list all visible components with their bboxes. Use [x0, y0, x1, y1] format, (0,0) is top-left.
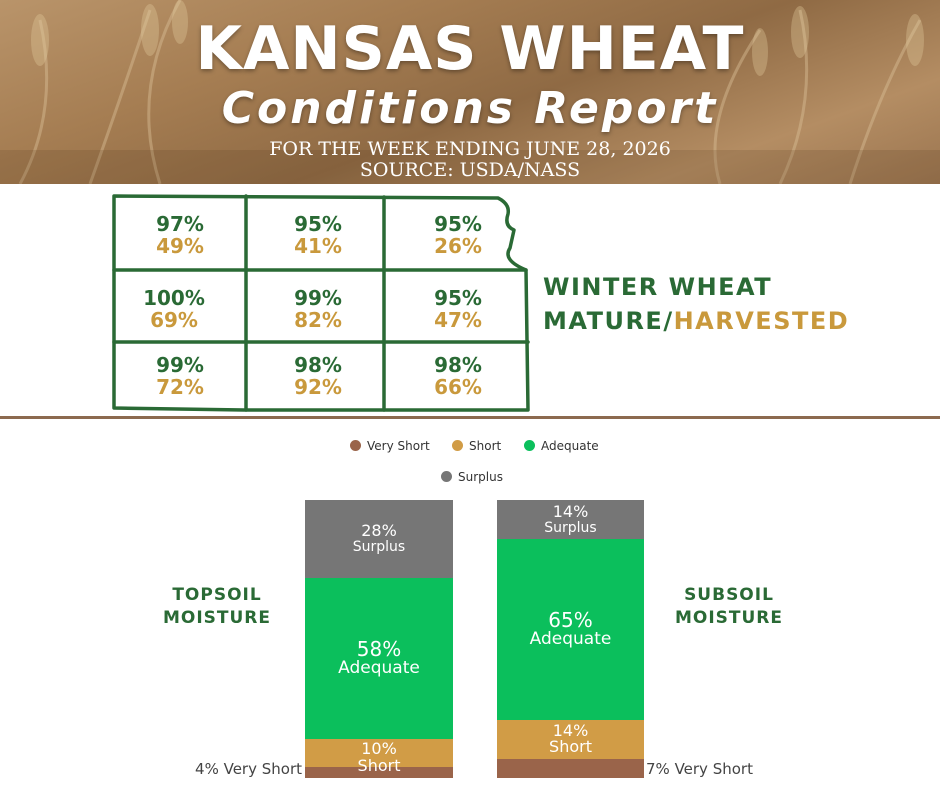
segment-percent: 14%	[552, 501, 589, 521]
section-divider	[0, 416, 940, 419]
legend-swatch	[441, 471, 452, 482]
legend-item-very-short: Very Short	[350, 439, 430, 453]
segment-label: 58% Adequate	[305, 639, 453, 678]
harvested-percent: 41%	[294, 234, 342, 258]
legend-swatch	[350, 440, 361, 451]
segment-percent: 10%	[361, 739, 397, 758]
harvested-percent: 92%	[294, 375, 342, 399]
mature-percent: 95%	[294, 212, 342, 236]
segment-label: 14% Surplus	[497, 501, 644, 536]
bar-category-label: TOPSOIL MOISTURE	[150, 584, 284, 630]
harvested-percent: 72%	[156, 375, 204, 399]
category-label-line: MOISTURE	[162, 608, 272, 628]
legend-item-short: Short	[452, 439, 501, 453]
district-c: 99% 82%	[252, 287, 384, 331]
bar-segment-surplus: 14% Surplus	[497, 500, 644, 539]
segment-category: Surplus	[352, 539, 406, 556]
wheat-field-background	[0, 0, 940, 184]
harvested-percent: 26%	[434, 234, 482, 258]
mature-percent: 95%	[434, 286, 482, 310]
header-banner: KANSAS WHEAT Conditions Report FOR THE W…	[0, 0, 940, 184]
district-sc: 98% 92%	[252, 354, 384, 398]
mature-label: MATURE/	[543, 307, 674, 335]
harvested-percent: 69%	[150, 308, 198, 332]
week-ending-line: FOR THE WEEK ENDING JUNE 28, 2026	[269, 138, 671, 160]
legend-label: Very Short	[367, 439, 430, 453]
harvested-percent: 49%	[156, 234, 204, 258]
mature-percent: 99%	[294, 286, 342, 310]
title-kansas-wheat: KANSAS WHEAT	[195, 14, 745, 84]
category-label-line: MOISTURE	[674, 608, 784, 628]
category-label-line: TOPSOIL	[172, 585, 262, 605]
harvested-percent: 82%	[294, 308, 342, 332]
mature-percent: 100%	[143, 286, 205, 310]
legend-label: Short	[469, 439, 502, 453]
segment-label: 14% Short	[497, 720, 644, 757]
bar-segment-surplus: 28% Surplus	[305, 500, 453, 578]
district-ec: 95% 47%	[392, 287, 524, 331]
legend-label: Surplus	[458, 470, 503, 484]
very-short-label: 7% Very Short	[646, 760, 753, 778]
segment-category: Adequate	[529, 629, 612, 650]
legend-swatch	[524, 440, 535, 451]
bar-segment-very-short	[305, 767, 453, 778]
very-short-label: 4% Very Short	[195, 760, 302, 778]
harvested-percent: 47%	[434, 308, 482, 332]
district-nw: 97% 49%	[114, 213, 246, 257]
bar-segment-short: 10% Short	[305, 739, 453, 774]
stacked-bar-subsoil: 14% Short 65% Adequate 14% Surplus	[497, 500, 644, 778]
legend-item-adequate: Adequate	[524, 439, 599, 453]
source-line: SOURCE: USDA/NASS	[359, 159, 581, 181]
district-ne: 95% 26%	[392, 213, 524, 257]
segment-category: Short	[549, 737, 592, 757]
segment-percent: 14%	[552, 720, 589, 740]
segment-percent: 65%	[548, 608, 593, 633]
bar-category-label: SUBSOIL MOISTURE	[662, 584, 796, 630]
bar-segment-short: 14% Short	[497, 720, 644, 759]
district-se: 98% 66%	[392, 354, 524, 398]
segment-label: 10% Short	[305, 739, 453, 775]
winter-wheat-title: WINTER WHEAT	[543, 273, 773, 301]
segment-category: Adequate	[338, 658, 420, 679]
segment-label: 65% Adequate	[497, 610, 644, 649]
district-wc: 100% 69%	[114, 287, 234, 331]
mature-percent: 99%	[156, 353, 204, 377]
legend-swatch	[452, 440, 463, 451]
harvested-label: HARVESTED	[673, 307, 850, 335]
legend-item-surplus: Surplus	[441, 470, 503, 484]
segment-percent: 58%	[356, 637, 402, 662]
winter-wheat-label: WINTER WHEAT MATURE/HARVESTED	[543, 270, 849, 338]
segment-category: Short	[357, 755, 401, 775]
bar-segment-adequate: 58% Adequate	[305, 578, 453, 739]
segment-percent: 28%	[361, 521, 397, 541]
title-conditions-report: Conditions Report	[221, 83, 719, 134]
mature-percent: 98%	[434, 353, 482, 377]
category-label-line: SUBSOIL	[684, 585, 774, 605]
segment-category: Surplus	[544, 519, 597, 536]
district-sw: 99% 72%	[114, 354, 246, 398]
mature-percent: 98%	[294, 353, 342, 377]
segment-label: 28% Surplus	[305, 521, 453, 556]
bar-segment-very-short	[497, 759, 644, 778]
bar-segment-adequate: 65% Adequate	[497, 539, 644, 720]
stacked-bar-topsoil: 10% Short 58% Adequate 28% Surplus	[305, 500, 453, 778]
kansas-district-map: 97% 49% 95% 41% 95% 26% 100% 69% 99% 82%…	[112, 194, 532, 418]
legend-label: Adequate	[541, 439, 599, 453]
mature-percent: 95%	[434, 212, 482, 236]
mature-percent: 97%	[156, 212, 204, 236]
harvested-percent: 66%	[434, 375, 482, 399]
kansas-map-outline	[112, 194, 530, 412]
district-nc: 95% 41%	[252, 213, 384, 257]
